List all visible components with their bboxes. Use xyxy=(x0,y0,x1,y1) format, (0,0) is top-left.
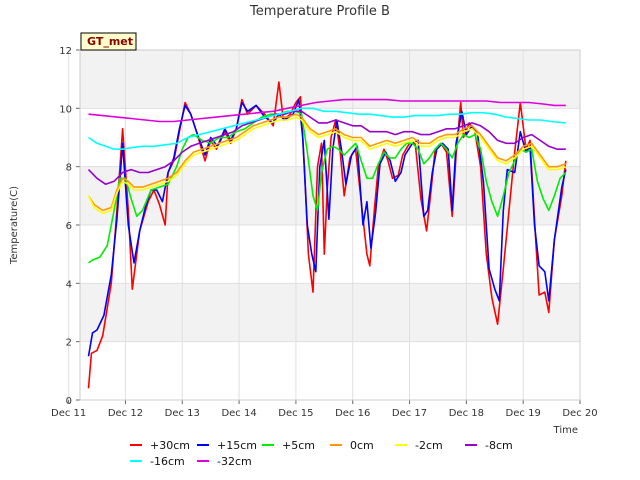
x-tick-label: Dec 19 xyxy=(506,408,541,419)
x-tick-label: Dec 14 xyxy=(221,408,256,419)
series-line xyxy=(87,116,567,215)
y-tick-label: 8 xyxy=(66,163,72,174)
legend: +30cm +15cm +5cm 0cm -2cm -8cm -16cm -32cm xyxy=(130,439,513,468)
y-tick-label: 4 xyxy=(66,279,72,290)
y-axis-label: Temperature(C) xyxy=(9,186,20,265)
series-line xyxy=(88,110,567,264)
site-badge-label: GT_met xyxy=(87,35,133,48)
legend-label: 0cm xyxy=(350,439,374,452)
legend-label: +15cm xyxy=(217,439,257,452)
x-tick-label: Dec 18 xyxy=(449,408,484,419)
legend-label: -8cm xyxy=(485,439,513,452)
plot-band xyxy=(80,50,580,109)
legend-label: -16cm xyxy=(150,455,185,468)
site-badge: GT_met xyxy=(80,32,137,51)
x-tick-label: Dec 16 xyxy=(335,408,370,419)
x-tick-label: Dec 20 xyxy=(562,408,597,419)
series-lines xyxy=(87,81,567,389)
legend-label: +30cm xyxy=(150,439,190,452)
x-axis-label: Time xyxy=(553,425,578,436)
series-line xyxy=(87,113,567,212)
legend-label: +5cm xyxy=(282,439,315,452)
y-tick-label: 12 xyxy=(59,46,72,57)
legend-label: -32cm xyxy=(217,455,252,468)
x-tick-label: Dec 17 xyxy=(392,408,427,419)
series-line xyxy=(88,107,566,150)
series-line xyxy=(87,81,567,389)
series-line xyxy=(88,98,566,123)
y-tick-label: 6 xyxy=(66,221,72,232)
x-tick-label: Dec 13 xyxy=(165,408,200,419)
site-badge-box xyxy=(80,32,137,51)
plot-band xyxy=(80,283,580,342)
y-tick-label: 10 xyxy=(59,104,72,115)
x-tick-label: Dec 11 xyxy=(51,408,86,419)
y-tick-label: 2 xyxy=(66,338,72,349)
x-tick-label: Dec 15 xyxy=(278,408,313,419)
plot-frame xyxy=(79,49,581,401)
legend-label: -2cm xyxy=(415,439,443,452)
chart-title: Temperature Profile B xyxy=(249,4,390,19)
series-line xyxy=(87,110,566,185)
x-tick-label: Dec 12 xyxy=(108,408,143,419)
